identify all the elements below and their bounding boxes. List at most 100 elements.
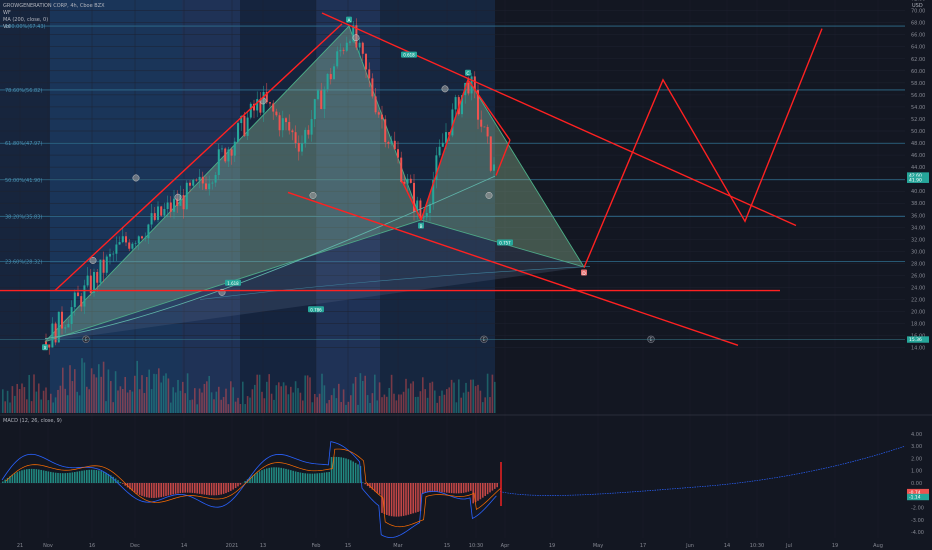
indicator-vol-label[interactable]: Vol xyxy=(3,24,11,30)
pattern-point-label: B xyxy=(419,224,422,230)
volume-bar xyxy=(98,364,100,413)
volume-bar xyxy=(352,383,354,413)
volume-bar xyxy=(390,374,393,413)
macd-histogram-bar xyxy=(189,483,191,493)
time-tick-label: 2021 xyxy=(226,543,239,549)
volume-bar xyxy=(2,389,4,413)
volume-bar xyxy=(472,379,474,413)
chart-title[interactable]: GROWGENERATION CORP, 4h, Cboe BZX xyxy=(3,3,105,9)
indicator-ma-label[interactable]: MA (200, close, 0) xyxy=(3,17,49,23)
macd-histogram-bar xyxy=(98,470,100,483)
volume-bar xyxy=(273,399,275,413)
volume-bar xyxy=(119,386,122,413)
volume-bar xyxy=(467,391,470,413)
ratio-label: 0.757 xyxy=(499,240,511,245)
volume-bar xyxy=(21,383,23,413)
candle-body xyxy=(317,90,319,100)
candle-body xyxy=(358,42,361,48)
candle-body xyxy=(310,119,313,135)
candle-body xyxy=(99,259,102,283)
volume-bar xyxy=(386,396,388,413)
candle-body xyxy=(333,66,335,80)
macd-histogram-bar xyxy=(400,483,402,517)
time-tick-label: 14 xyxy=(181,543,187,549)
volume-bar xyxy=(158,368,160,413)
volume-bar xyxy=(364,375,366,413)
candle-body xyxy=(217,149,220,175)
macd-histogram-bar xyxy=(230,483,232,491)
volume-bar xyxy=(465,382,467,413)
candle-body xyxy=(246,117,249,136)
volume-bar xyxy=(64,388,66,413)
macd-histogram-bar xyxy=(381,483,383,513)
macd-histogram-bar xyxy=(268,467,270,483)
macd-histogram-bar xyxy=(170,483,172,495)
macd-histogram-bar xyxy=(110,475,112,483)
volume-bar xyxy=(146,376,148,413)
candle-body xyxy=(441,142,444,147)
volume-bar xyxy=(263,398,266,413)
volume-bar xyxy=(450,379,453,413)
macd-histogram-bar xyxy=(398,483,400,517)
event-marker-label: E xyxy=(650,337,653,343)
macd-histogram-bar xyxy=(453,483,455,494)
volume-bar xyxy=(299,392,302,413)
time-tick-label: Jun xyxy=(685,543,694,549)
session-shade xyxy=(0,0,50,413)
price-tick-label: 14.00 xyxy=(911,346,925,352)
volume-bar xyxy=(102,361,105,413)
volume-bar xyxy=(280,386,282,413)
volume-bar xyxy=(443,394,446,413)
candle-body xyxy=(243,115,246,136)
macd-histogram-bar xyxy=(155,483,158,498)
macd-label[interactable]: MACD (12, 26, close, 9) xyxy=(3,418,62,424)
macd-histogram-bar xyxy=(273,467,275,483)
volume-bar xyxy=(222,396,225,413)
candle-body xyxy=(432,179,435,205)
candle-body xyxy=(179,195,182,206)
candle-body xyxy=(83,285,86,307)
volume-bar xyxy=(261,391,263,413)
volume-bar xyxy=(434,390,436,413)
candle-body xyxy=(307,129,310,135)
candle-body xyxy=(371,78,374,97)
volume-bar xyxy=(402,391,405,413)
macd-histogram-bar xyxy=(244,481,246,483)
pattern-trendline xyxy=(401,180,422,221)
volume-bar xyxy=(203,383,206,413)
volume-bar xyxy=(239,403,242,413)
candle-body xyxy=(416,200,419,213)
macd-histogram-bar xyxy=(23,469,26,483)
candle-body xyxy=(342,49,345,51)
candle-body xyxy=(269,102,271,104)
candle-body xyxy=(390,140,393,144)
price-tick-label: 30.00 xyxy=(911,249,925,255)
indicator-wf-label[interactable]: WF xyxy=(3,10,11,16)
macd-histogram-bar xyxy=(222,483,225,494)
volume-bar xyxy=(232,387,234,413)
macd-histogram-bar xyxy=(350,460,352,483)
price-tick-label: 70.00 xyxy=(911,9,925,15)
volume-bar xyxy=(477,384,479,413)
macd-histogram-bar xyxy=(429,483,431,493)
volume-bar xyxy=(69,365,71,413)
volume-bar xyxy=(290,386,292,413)
volume-bar xyxy=(165,373,167,413)
candle-body xyxy=(144,238,147,239)
volume-bar xyxy=(172,387,174,413)
macd-histogram-bar xyxy=(26,469,28,483)
macd-histogram-bar xyxy=(455,483,458,494)
volume-bar xyxy=(455,402,458,413)
candle-body xyxy=(387,142,390,144)
price-tick-label: 58.00 xyxy=(911,81,925,87)
macd-histogram-bar xyxy=(143,483,146,497)
volume-bar xyxy=(174,392,177,413)
volume-bar xyxy=(88,389,90,413)
price-tick-label: 48.00 xyxy=(911,141,925,147)
macd-histogram-bar xyxy=(6,477,9,483)
price-tick-label: 68.00 xyxy=(911,21,925,27)
candle-body xyxy=(285,118,287,123)
candle-body xyxy=(454,97,457,110)
candle-body xyxy=(227,149,230,162)
